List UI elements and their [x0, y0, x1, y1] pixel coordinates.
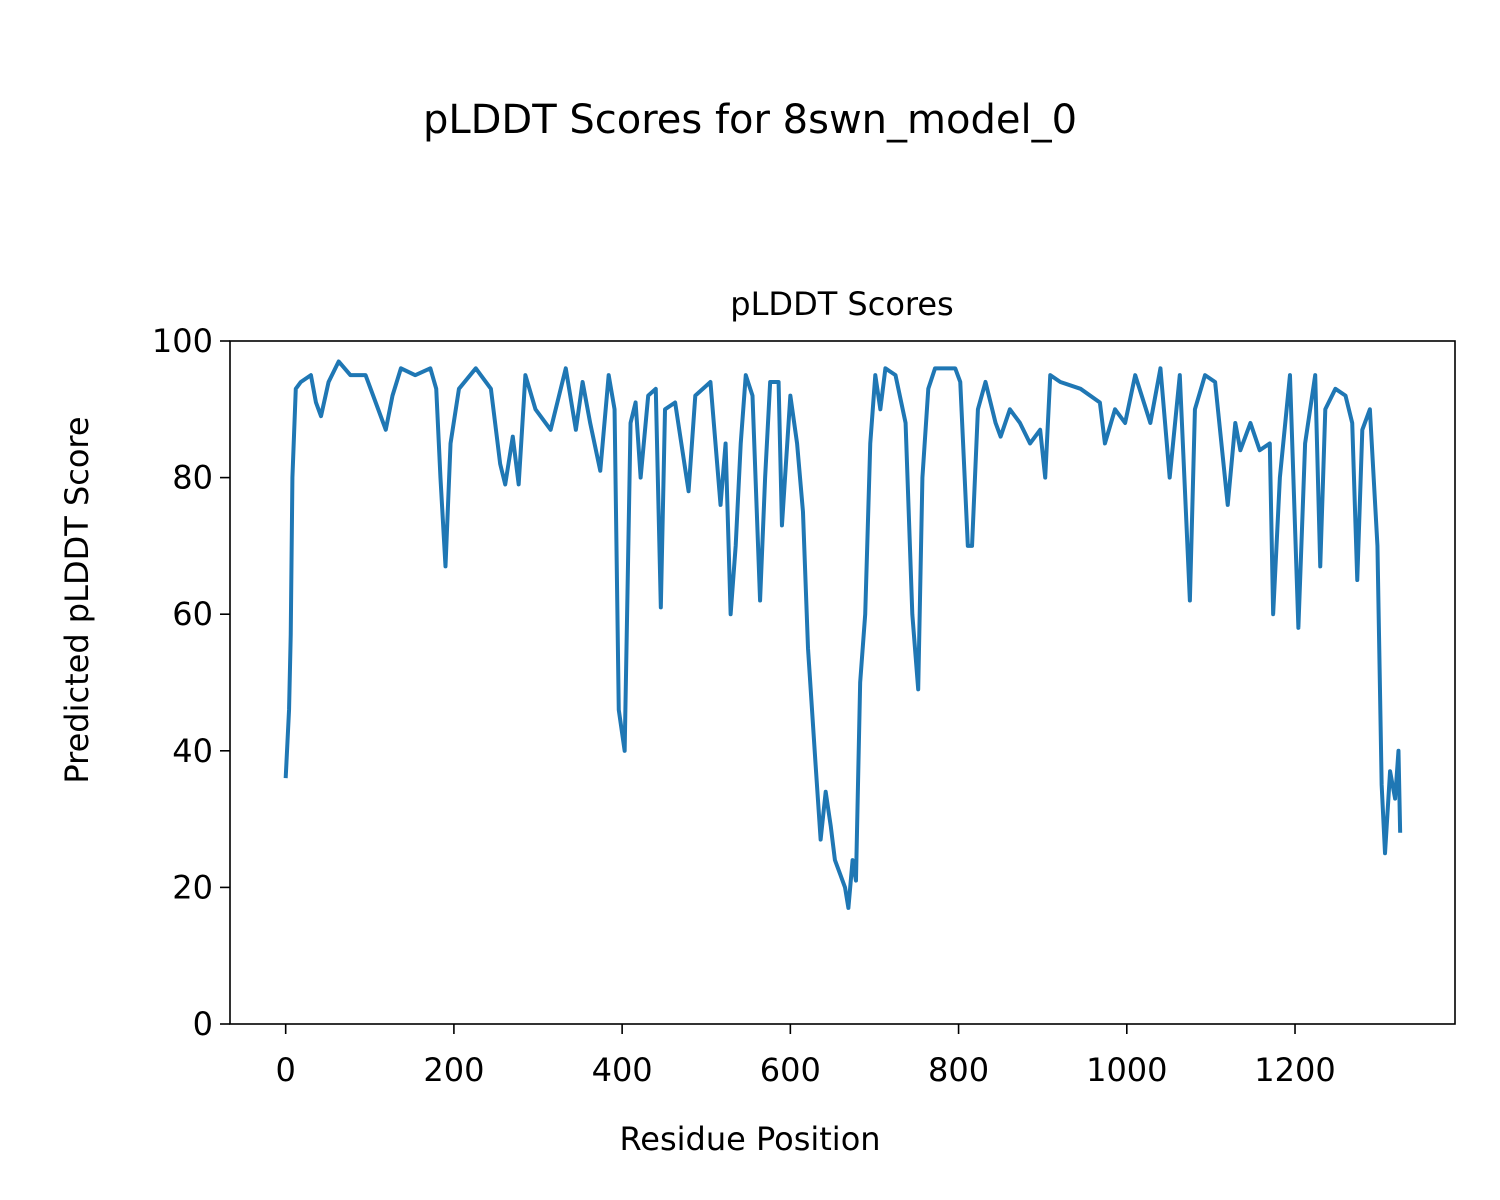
x-tick-label: 1200 [1254, 1051, 1335, 1089]
x-tick-label: 400 [592, 1051, 653, 1089]
chart-subtitle: pLDDT Scores [730, 285, 953, 323]
x-tick-label: 600 [760, 1051, 821, 1089]
x-tick-label: 200 [423, 1051, 484, 1089]
x-tick-label: 0 [276, 1051, 296, 1089]
y-tick-label: 20 [172, 868, 213, 906]
chart-title: pLDDT Scores for 8swn_model_0 [423, 97, 1077, 143]
plot-frame [229, 340, 1456, 1025]
x-tick-label: 1000 [1086, 1051, 1167, 1089]
y-tick-label: 0 [193, 1005, 213, 1043]
y-axis-label: Predicted pLDDT Score [58, 416, 96, 783]
data-line [283, 359, 1403, 910]
x-axis-label: Residue Position [619, 1120, 880, 1158]
x-tick-label: 800 [928, 1051, 989, 1089]
y-tick-label: 80 [172, 459, 213, 497]
y-tick-label: 60 [172, 595, 213, 633]
y-tick-label: 40 [172, 732, 213, 770]
y-tick-label: 100 [152, 322, 213, 360]
